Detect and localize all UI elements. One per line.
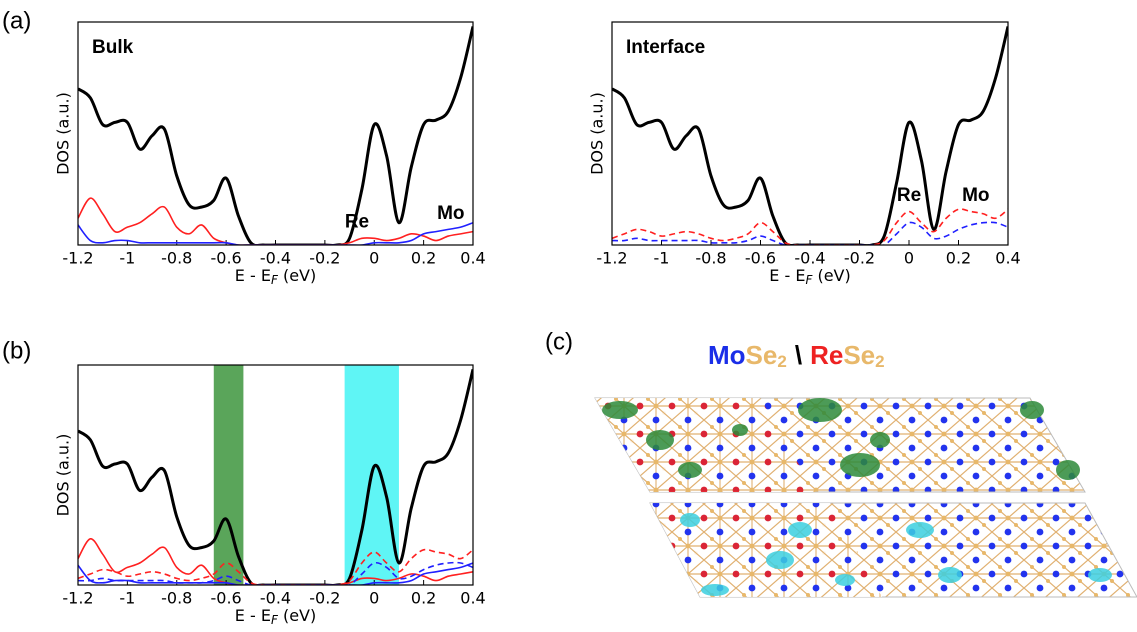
- x-tick-label: -1.2: [62, 249, 93, 268]
- structure-title-part: Se: [843, 340, 875, 370]
- annotation: Re: [897, 185, 921, 206]
- dos-line: [612, 26, 1008, 245]
- dos-line: [612, 221, 1008, 245]
- x-tick-label: 0: [904, 249, 914, 268]
- x-tick-label: -1: [654, 249, 670, 268]
- x-tick-label: -1.2: [62, 589, 93, 608]
- panel-label: (b): [2, 337, 31, 364]
- y-axis-label: DOS (a.u.): [54, 434, 73, 517]
- x-tick-label: -1: [119, 249, 135, 268]
- x-tick-label: -0.2: [844, 249, 875, 268]
- dos-line: [78, 562, 473, 585]
- y-axis-label: DOS (a.u.): [588, 92, 607, 175]
- chart-title: Interface: [626, 37, 705, 58]
- x-axis-label-part: E - E: [769, 266, 805, 285]
- plot: -1.2 -1 -0.8 -0.6 -0.4 -0.2 0 0.2 0.4 DOS (a.u.) E…: [54, 364, 486, 627]
- x-tick-label: 0: [369, 589, 379, 608]
- plot-frame: [77, 364, 474, 586]
- x-axis-label-part: (eV): [812, 266, 850, 285]
- dos-line: [78, 538, 473, 585]
- x-axis-label-part: F: [271, 273, 279, 287]
- highlight-band: [213, 365, 244, 585]
- x-axis-label-part: (eV): [278, 606, 316, 625]
- x-tick-label: 0.2: [946, 249, 971, 268]
- structure-title-part: \: [795, 340, 802, 370]
- x-tick-label: -0.2: [309, 589, 340, 608]
- x-tick-label: -0.4: [794, 249, 825, 268]
- dos-line: [78, 548, 473, 585]
- annotation: Re: [345, 212, 369, 233]
- x-axis-label-part: F: [805, 273, 813, 287]
- plot-frame: [611, 21, 1009, 246]
- plot: -1.2 -1 -0.8 -0.6 -0.4 -0.2 0 0.2 0.4 Re Mo Interfa…: [588, 21, 1021, 287]
- dos-line: [78, 197, 473, 245]
- x-axis-label: E - EF (eV): [235, 606, 316, 627]
- x-tick-label: -1.2: [596, 249, 627, 268]
- x-tick-label: -1: [119, 589, 135, 608]
- structure-title-part: Se: [746, 340, 778, 370]
- x-tick-label: -0.6: [211, 589, 242, 608]
- charge-density-green: [602, 398, 1080, 480]
- x-axis-label: E - EF (eV): [769, 266, 850, 287]
- x-tick-label: -0.6: [211, 249, 242, 268]
- plot-frame: [77, 21, 474, 246]
- x-tick-label: 0.2: [411, 249, 436, 268]
- dos-line: [612, 208, 1008, 245]
- x-tick-label: 0: [369, 249, 379, 268]
- x-tick-label: 0.4: [460, 589, 485, 608]
- structure-title-part: Mo: [708, 340, 746, 370]
- x-tick-label: 0.2: [411, 589, 436, 608]
- x-axis-label: E - EF (eV): [235, 266, 316, 287]
- annotation: Mo: [437, 203, 464, 224]
- plot: -1.2 -1 -0.8 -0.6 -0.4 -0.2 0 0.2 0.4 Re Mo Bulk DOS…: [54, 21, 486, 287]
- chart-title: Bulk: [92, 37, 134, 58]
- x-tick-label: -0.8: [695, 249, 726, 268]
- x-axis-label-part: F: [271, 613, 279, 627]
- annotation: Mo: [962, 185, 989, 206]
- charge-density-cyan: [680, 513, 1112, 596]
- x-tick-label: -0.6: [745, 249, 776, 268]
- x-tick-label: -0.2: [309, 249, 340, 268]
- rese2-region: [595, 398, 815, 492]
- x-axis-label-part: E - E: [235, 266, 271, 285]
- x-tick-label: -0.8: [161, 589, 192, 608]
- panel-label: (c): [545, 328, 573, 355]
- structure-title-part: 2: [875, 352, 884, 371]
- x-tick-label: -0.4: [260, 589, 291, 608]
- structure-image: [594, 397, 1137, 598]
- x-tick-label: 0.4: [995, 249, 1020, 268]
- panel-label: (a): [2, 7, 31, 34]
- x-axis-label-part: (eV): [278, 266, 316, 285]
- x-axis-label-part: E - E: [235, 606, 271, 625]
- x-tick-label: -0.8: [161, 249, 192, 268]
- dos-line: [78, 221, 473, 245]
- structure-title-part: Re: [810, 340, 843, 370]
- y-axis-label: DOS (a.u.): [54, 92, 73, 175]
- rese2-region: [650, 503, 882, 597]
- structure-title-part: 2: [777, 352, 786, 371]
- x-tick-label: -0.4: [260, 249, 291, 268]
- structure-title: MoSe2 \ ReSe2: [708, 340, 885, 372]
- x-tick-label: 0.4: [460, 249, 485, 268]
- dos-line: [78, 26, 473, 245]
- dos-line: [78, 561, 473, 585]
- dos-line: [78, 369, 473, 585]
